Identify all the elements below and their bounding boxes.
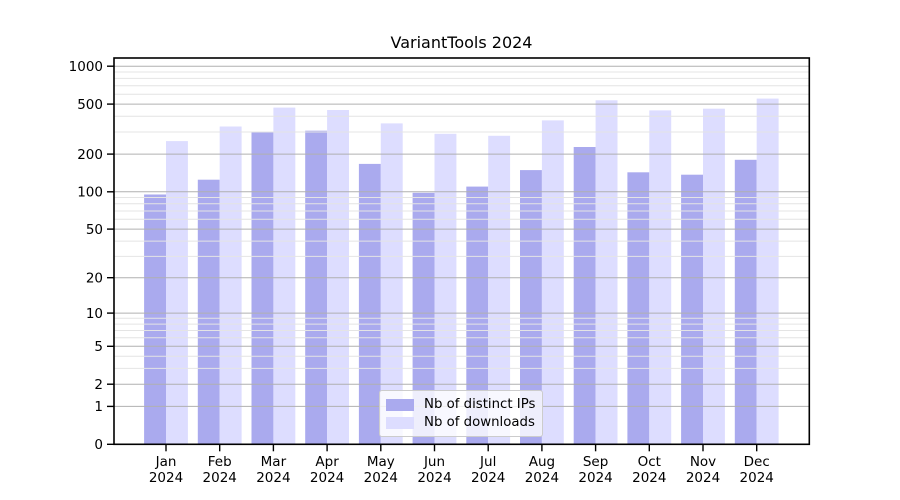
x-tick-year-sep: 2024 — [578, 470, 612, 486]
x-tick-label-oct: Oct — [638, 454, 661, 470]
y-tick-label-2: 2 — [94, 377, 103, 393]
bar-mar-distinct-ips — [251, 132, 274, 445]
x-tick-label-mar: Mar — [261, 454, 287, 470]
x-tick-label-jul: Jul — [479, 454, 496, 470]
legend-label-distinct-ips: Nb of distinct IPs — [424, 397, 536, 412]
legend-swatch-distinct-ips — [386, 399, 414, 411]
legend-swatch-downloads — [386, 417, 414, 429]
y-tick-label-10: 10 — [86, 306, 103, 322]
x-tick-year-aug: 2024 — [525, 470, 559, 486]
y-tick-label-1000: 1000 — [69, 59, 103, 75]
y-tick-label-50: 50 — [86, 222, 103, 238]
x-tick-label-apr: Apr — [315, 454, 339, 470]
bar-jan-downloads — [166, 141, 188, 445]
legend-item-distinct-ips: Nb of distinct IPs — [386, 396, 536, 414]
bar-apr-downloads — [327, 110, 349, 445]
x-tick-year-jul: 2024 — [471, 470, 505, 486]
x-tick-label-may: May — [367, 454, 395, 470]
y-tick-label-20: 20 — [86, 271, 103, 287]
bar-jan-distinct-ips — [144, 194, 166, 445]
y-tick-label-5: 5 — [94, 339, 103, 355]
bar-jul-distinct-ips — [466, 186, 489, 445]
y-tick-label-1: 1 — [94, 399, 103, 415]
x-tick-label-aug: Aug — [529, 454, 555, 470]
x-tick-label-feb: Feb — [208, 454, 232, 470]
x-tick-label-nov: Nov — [690, 454, 716, 470]
bar-feb-distinct-ips — [197, 179, 220, 445]
x-tick-label-jun: Jun — [423, 454, 445, 470]
plot-frame — [113, 57, 811, 446]
x-tick-year-feb: 2024 — [203, 470, 237, 486]
x-tick-label-sep: Sep — [583, 454, 608, 470]
bar-sep-downloads — [595, 100, 618, 445]
chart-title: VariantTools 2024 — [390, 33, 533, 52]
x-tick-year-oct: 2024 — [632, 470, 666, 486]
x-tick-year-mar: 2024 — [256, 470, 290, 486]
y-tick-label-0: 0 — [94, 437, 103, 453]
bar-may-distinct-ips — [358, 163, 381, 445]
bar-nov-distinct-ips — [681, 174, 703, 445]
bar-jul-downloads — [488, 135, 511, 445]
bar-mar-downloads — [273, 107, 296, 445]
x-tick-year-may: 2024 — [364, 470, 398, 486]
legend-item-downloads: Nb of downloads — [386, 414, 535, 432]
bar-sep-distinct-ips — [573, 147, 596, 445]
y-tick-label-500: 500 — [77, 97, 103, 113]
bar-aug-downloads — [541, 120, 564, 445]
x-tick-label-dec: Dec — [744, 454, 770, 470]
bar-nov-downloads — [703, 108, 725, 445]
x-tick-year-jun: 2024 — [417, 470, 451, 486]
bar-dec-distinct-ips — [734, 159, 757, 445]
legend: Nb of distinct IPs Nb of downloads — [379, 390, 543, 437]
x-tick-year-nov: 2024 — [686, 470, 720, 486]
bar-feb-downloads — [219, 126, 242, 445]
bar-aug-distinct-ips — [520, 170, 542, 445]
x-tick-year-jan: 2024 — [149, 470, 183, 486]
y-tick-label-200: 200 — [77, 147, 103, 163]
y-tick-label-100: 100 — [77, 185, 103, 201]
legend-label-downloads: Nb of downloads — [424, 415, 535, 430]
bar-apr-distinct-ips — [305, 130, 328, 445]
x-tick-label-jan: Jan — [155, 454, 177, 470]
x-tick-year-apr: 2024 — [310, 470, 344, 486]
x-tick-year-dec: 2024 — [740, 470, 774, 486]
bar-dec-downloads — [756, 98, 779, 445]
bar-oct-distinct-ips — [627, 172, 650, 445]
